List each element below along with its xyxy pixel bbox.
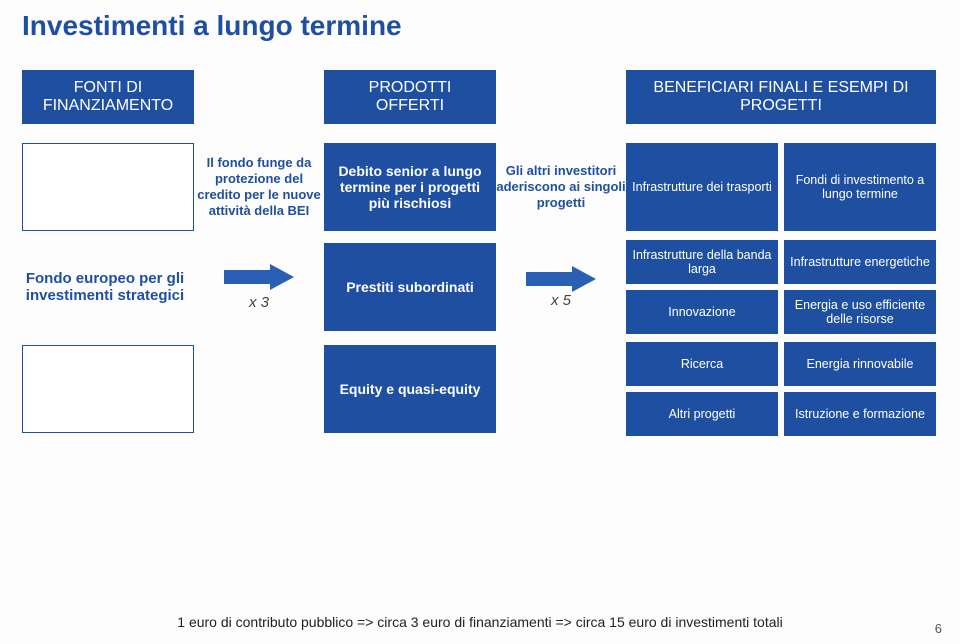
beneficiaries-row3: Ricerca Altri progetti Energia rinnovabi… — [626, 342, 936, 436]
product-equity: Equity e quasi-equity — [324, 345, 496, 433]
row-2: Fondo europeo per gli investimenti strat… — [22, 240, 938, 334]
product-subordinated: Prestiti subordinati — [324, 243, 496, 331]
multiplier-x3: x 3 — [249, 294, 269, 311]
beneficiary-innovation: Innovazione — [626, 290, 778, 334]
arrow-right-icon — [526, 266, 596, 292]
beneficiary-energy-infra: Infrastrutture energetiche — [784, 240, 936, 284]
footer-formula: 1 euro di contributo pubblico => circa 3… — [0, 614, 960, 630]
header-beneficiaries: BENEFICIARI FINALI E ESEMPI DI PROGETTI — [626, 70, 936, 124]
arrow-note-col: Il fondo funge da protezione del credito… — [194, 155, 324, 220]
beneficiary-longterm-funds: Fondi di investimento a lungo termine — [784, 143, 936, 231]
protection-note: Il fondo funge da protezione del credito… — [194, 155, 324, 220]
beneficiary-transport: Infrastrutture dei trasporti — [626, 143, 778, 231]
arrow-right-icon — [224, 264, 294, 290]
row-3: Equity e quasi-equity Ricerca Altri prog… — [22, 342, 938, 436]
beneficiaries-row1: Infrastrutture dei trasporti Fondi di in… — [626, 143, 936, 231]
header-products: PRODOTTI OFFERTI — [324, 70, 496, 124]
beneficiary-efficiency: Energia e uso efficiente delle risorse — [784, 290, 936, 334]
fund-box-bottom — [22, 345, 194, 433]
header-sources: FONTI DI FINANZIAMENTO — [22, 70, 194, 124]
investor-note: Gli altri investitori aderiscono ai sing… — [496, 163, 626, 212]
beneficiary-renewable: Energia rinnovabile — [784, 342, 936, 386]
beneficiary-education: Istruzione e formazione — [784, 392, 936, 436]
fund-box-top — [22, 143, 194, 231]
slide: Investimenti a lungo termine FONTI DI FI… — [0, 0, 960, 644]
beneficiaries-row2: Infrastrutture della banda larga Innovaz… — [626, 240, 936, 334]
beneficiary-broadband: Infrastrutture della banda larga — [626, 240, 778, 284]
arrow-left: x 3 — [194, 264, 324, 311]
multiplier-x5: x 5 — [551, 292, 571, 309]
investor-note-col: Gli altri investitori aderiscono ai sing… — [496, 163, 626, 212]
header-gap — [194, 70, 324, 124]
product-senior-debt: Debito senior a lungo termine per i prog… — [324, 143, 496, 231]
arrow-right: x 5 — [496, 266, 626, 309]
beneficiary-research: Ricerca — [626, 342, 778, 386]
page-title: Investimenti a lungo termine — [22, 10, 938, 42]
page-number: 6 — [935, 621, 942, 636]
fund-label: Fondo europeo per gli investimenti strat… — [22, 270, 194, 304]
column-headers: FONTI DI FINANZIAMENTO PRODOTTI OFFERTI … — [22, 70, 938, 124]
header-gap — [496, 70, 626, 124]
row-1: Il fondo funge da protezione del credito… — [22, 142, 938, 232]
beneficiary-other: Altri progetti — [626, 392, 778, 436]
